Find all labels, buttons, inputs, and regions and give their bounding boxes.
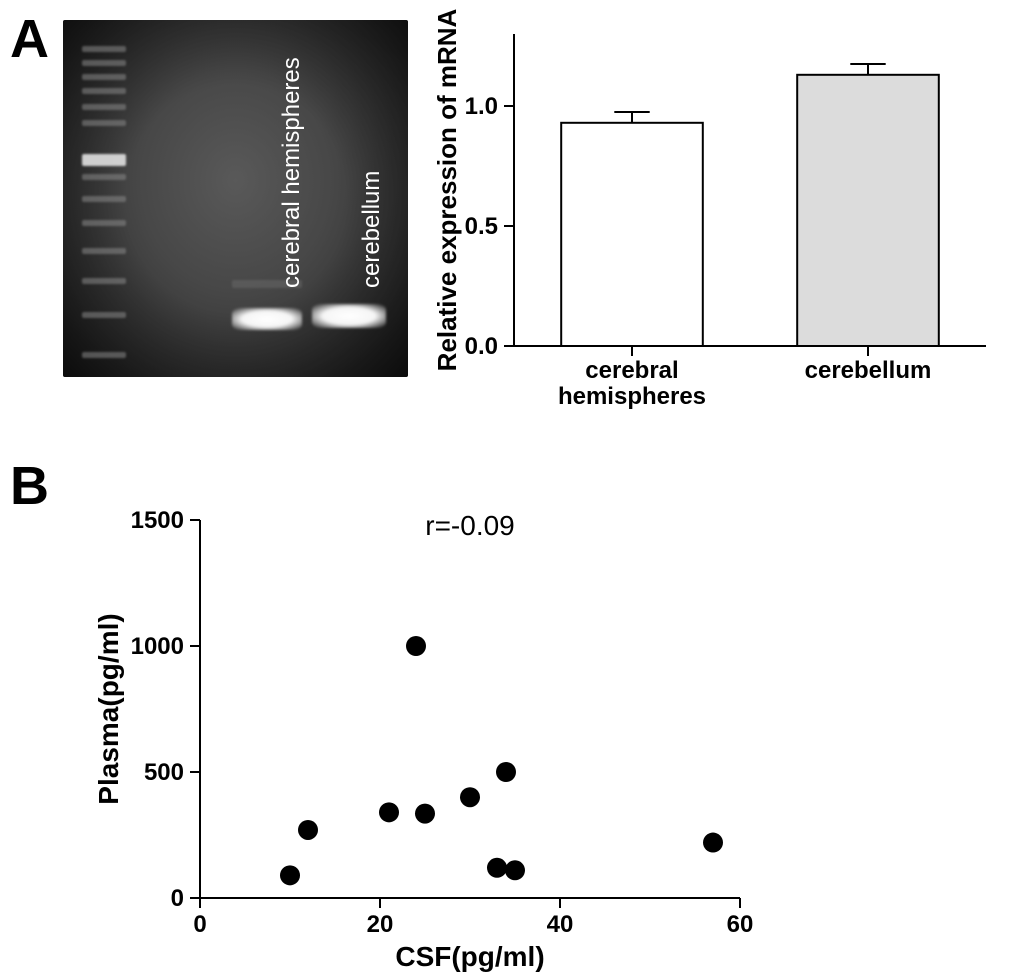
bar [797,75,939,346]
bar-chart: 0.00.51.0Relative expression of mRNAcere… [434,24,1020,456]
y-axis-title: Relative expression of mRNA [432,8,462,371]
gel-lane-label: cerebral hemispheres [278,57,306,288]
ladder-band [82,104,126,110]
ladder-band [82,60,126,66]
scatter-chart: 0500100015000204060CSF(pg/ml)Plasma(pg/m… [90,510,750,978]
gel-lane-label: cerebellum [358,171,386,288]
y-axis-title: Plasma(pg/ml) [93,613,124,804]
x-tick-label: cerebellum [805,357,932,384]
x-tick-label: cerebral [585,357,678,384]
pcr-band [312,304,386,328]
scatter-point [496,762,516,782]
y-tick-label: 500 [144,759,184,786]
ladder-band [82,312,126,318]
ladder-band [82,248,126,254]
ladder-band [82,174,126,180]
ladder-band [82,88,126,94]
figure-root: A B cerebral hemispheres cerebellum 0.0 0.… [0,0,1020,977]
scatter-point [487,858,507,878]
scatter-point [280,865,300,885]
ladder-band [82,352,126,358]
ladder-band [82,74,126,80]
y-tick-label: 0 [171,885,184,912]
y-tick-label: 1500 [131,507,184,534]
x-tick-label: 60 [727,911,754,938]
scatter-point [406,636,426,656]
ladder-band [82,220,126,226]
bar [561,123,703,346]
y-tick-label: 1.0 [465,93,498,120]
scatter-point [298,820,318,840]
x-tick-label: 0 [193,911,206,938]
x-tick-label: hemispheres [558,383,706,410]
scatter-point [505,860,525,880]
scatter-point [379,802,399,822]
ladder-band [82,154,126,166]
y-tick-label: 0.0 [465,333,498,360]
x-axis-title: CSF(pg/ml) [395,941,544,972]
ladder-band [82,46,126,52]
scatter-point [460,787,480,807]
panel-label-b: B [10,455,49,517]
y-tick-label: 1000 [131,633,184,660]
correlation-annotation: r=-0.09 [425,510,515,541]
scatter-point [703,833,723,853]
y-tick-label: 0.5 [465,213,498,240]
ladder-band [82,278,126,284]
x-tick-label: 40 [547,911,574,938]
x-tick-label: 20 [367,911,394,938]
panel-label-a: A [10,8,49,70]
ladder-band [82,196,126,202]
pcr-band [232,308,302,330]
scatter-point [415,804,435,824]
gel-image: cerebral hemispheres cerebellum [63,20,408,377]
ladder-band [82,120,126,126]
